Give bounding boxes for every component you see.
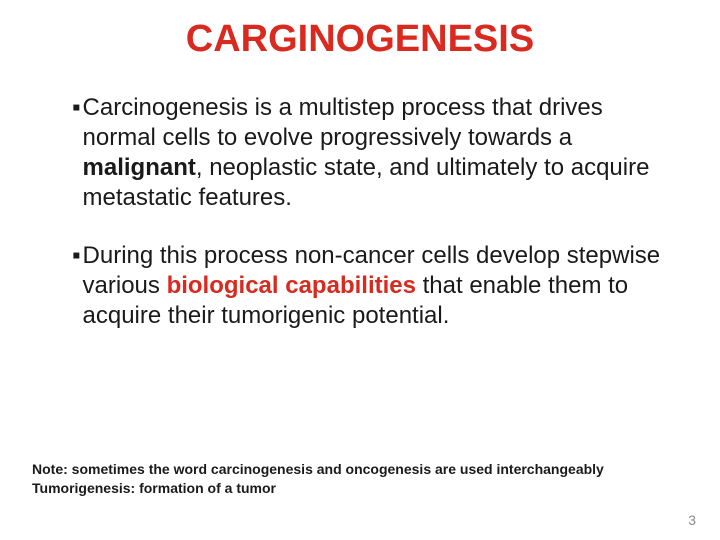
bullet-text: During this process non-cancer cells dev… [83, 241, 664, 331]
slide-title: CARGINOGENESIS [0, 18, 720, 61]
footnote-line: Tumorigenesis: formation of a tumor [32, 479, 720, 498]
text-segment: biological capabilities [167, 272, 416, 299]
bullet-item: ▪Carcinogenesis is a multistep process t… [72, 93, 664, 213]
bullet-marker: ▪ [72, 93, 81, 213]
bullet-marker: ▪ [72, 241, 81, 331]
bullet-text: Carcinogenesis is a multistep process th… [83, 93, 664, 213]
slide: CARGINOGENESIS ▪Carcinogenesis is a mult… [0, 0, 720, 540]
text-segment: Carcinogenesis is a multistep process th… [83, 94, 603, 151]
footnote-area: Note: sometimes the word carcinogenesis … [32, 460, 720, 498]
page-number: 3 [688, 512, 696, 528]
body-area: ▪Carcinogenesis is a multistep process t… [0, 93, 720, 331]
bullet-item: ▪During this process non-cancer cells de… [72, 241, 664, 331]
footnote-line: Note: sometimes the word carcinogenesis … [32, 460, 720, 479]
text-segment: malignant [83, 154, 196, 181]
